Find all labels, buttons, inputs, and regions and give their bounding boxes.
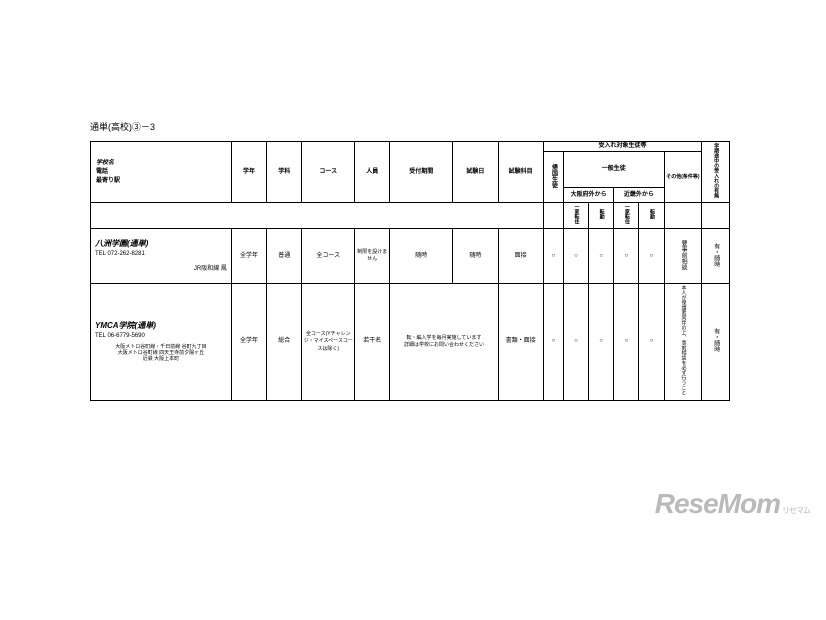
watermark: ReseMomリセマム <box>655 488 810 520</box>
hdr-other: その他(条件等) <box>664 152 702 203</box>
page-title: 通単(高校)③－3 <box>90 120 730 133</box>
watermark-sub: リセマム <box>782 506 810 515</box>
hdr-school: 学校名 電話 最寄り駅 <box>91 142 232 203</box>
hdr-osaka-out: 大阪府外から <box>563 188 613 203</box>
cell-o4: ○ <box>639 229 664 284</box>
cell-period: 随時 <box>390 229 453 284</box>
school-tel: TEL 06-6779-5690 <box>95 333 227 340</box>
cell-dept: 普通 <box>267 229 302 284</box>
hdr-midterm: 学期途中の受入れの有無 <box>702 142 730 203</box>
hdr-tel: 電話 <box>96 168 226 177</box>
cell-mid: 有・随時 <box>702 284 730 400</box>
cell-o2: ○ <box>589 229 614 284</box>
cell-mid: 有・随時 <box>702 229 730 284</box>
hdr-course: コース <box>302 142 355 203</box>
cell-school: YMCA学院(通単) TEL 06-6779-5690 大阪メトロ谷町線・千日前… <box>91 284 232 400</box>
school-name: YMCA学院(通単) <box>95 321 227 331</box>
hdr-tr1: 転勤 <box>589 203 614 229</box>
cell-period: 転・編入学を毎月実施しています 詳細は学校にお問い合わせください <box>390 284 498 400</box>
cell-other: 要事前相談 <box>664 229 702 284</box>
cell-subj: 面接 <box>498 229 543 284</box>
hdr-kinki-out: 近畿外から <box>614 188 664 203</box>
cell-school: 八洲学園(通単) TEL 072-262-8281 JR阪和線 鳳 <box>91 229 232 284</box>
hdr-period: 受付期間 <box>390 142 453 203</box>
cell-other: 本人が保護者同伴の上、事前相談を必ず行うこと <box>664 284 702 400</box>
cell-o2: ○ <box>589 284 614 400</box>
hdr-dept: 学科 <box>267 142 302 203</box>
hdr-tr2: 転勤 <box>639 203 664 229</box>
hdr-capacity: 人員 <box>355 142 390 203</box>
cell-returnee: ○ <box>543 284 563 400</box>
table-row: 八洲学園(通単) TEL 072-262-8281 JR阪和線 鳳 全学年 普通… <box>91 229 730 284</box>
cell-subj: 書類・面接 <box>498 284 543 400</box>
cell-course: 全コース(Yチャレンジ・マイスペースコースは除く) <box>302 284 355 400</box>
cell-o3: ○ <box>614 229 639 284</box>
hdr-fm1: 一家転住 <box>563 203 588 229</box>
cell-grade: 全学年 <box>231 229 266 284</box>
hdr-school-name: 学校名 <box>96 159 226 168</box>
cell-returnee: ○ <box>543 229 563 284</box>
school-tel: TEL 072-262-8281 <box>95 251 227 258</box>
school-station: 大阪メトロ谷町線・千日前線 谷町九丁目 大阪メトロ谷町線 四天王寺前夕陽ヶ丘 近… <box>95 345 227 362</box>
header-row-sub: 一家転住 転勤 一家転住 転勤 <box>91 203 730 229</box>
cell-capacity: 制限を設けません <box>355 229 390 284</box>
school-table: 学校名 電話 最寄り駅 学年 学科 コース 人員 受付期間 試験日 試験科目 受… <box>90 141 730 401</box>
hdr-accept-group: 受入れ対象生徒等 <box>543 142 702 152</box>
watermark-main: ReseMom <box>655 488 780 519</box>
cell-o3: ○ <box>614 284 639 400</box>
cell-grade: 全学年 <box>231 284 266 400</box>
cell-o4: ○ <box>639 284 664 400</box>
cell-o1: ○ <box>563 229 588 284</box>
cell-o1: ○ <box>563 284 588 400</box>
hdr-station: 最寄り駅 <box>96 177 226 186</box>
document-page: 通単(高校)③－3 学校名 電話 最寄り駅 学年 学科 コース 人員 受付期間 … <box>90 120 730 401</box>
cell-date: 随時 <box>453 229 498 284</box>
cell-capacity: 若干名 <box>355 284 390 400</box>
hdr-general: 一般生徒 <box>563 152 664 188</box>
hdr-returnee: 帰国生徒 <box>543 152 563 203</box>
school-name: 八洲学園(通単) <box>95 239 227 249</box>
table-row: YMCA学院(通単) TEL 06-6779-5690 大阪メトロ谷町線・千日前… <box>91 284 730 400</box>
header-row-1: 学校名 電話 最寄り駅 学年 学科 コース 人員 受付期間 試験日 試験科目 受… <box>91 142 730 152</box>
hdr-exam-subj: 試験科目 <box>498 142 543 203</box>
cell-dept: 総合 <box>267 284 302 400</box>
hdr-exam-date: 試験日 <box>453 142 498 203</box>
hdr-grade: 学年 <box>231 142 266 203</box>
school-station: JR阪和線 鳳 <box>95 266 227 273</box>
hdr-fm2: 一家転住 <box>614 203 639 229</box>
cell-course: 全コース <box>302 229 355 284</box>
